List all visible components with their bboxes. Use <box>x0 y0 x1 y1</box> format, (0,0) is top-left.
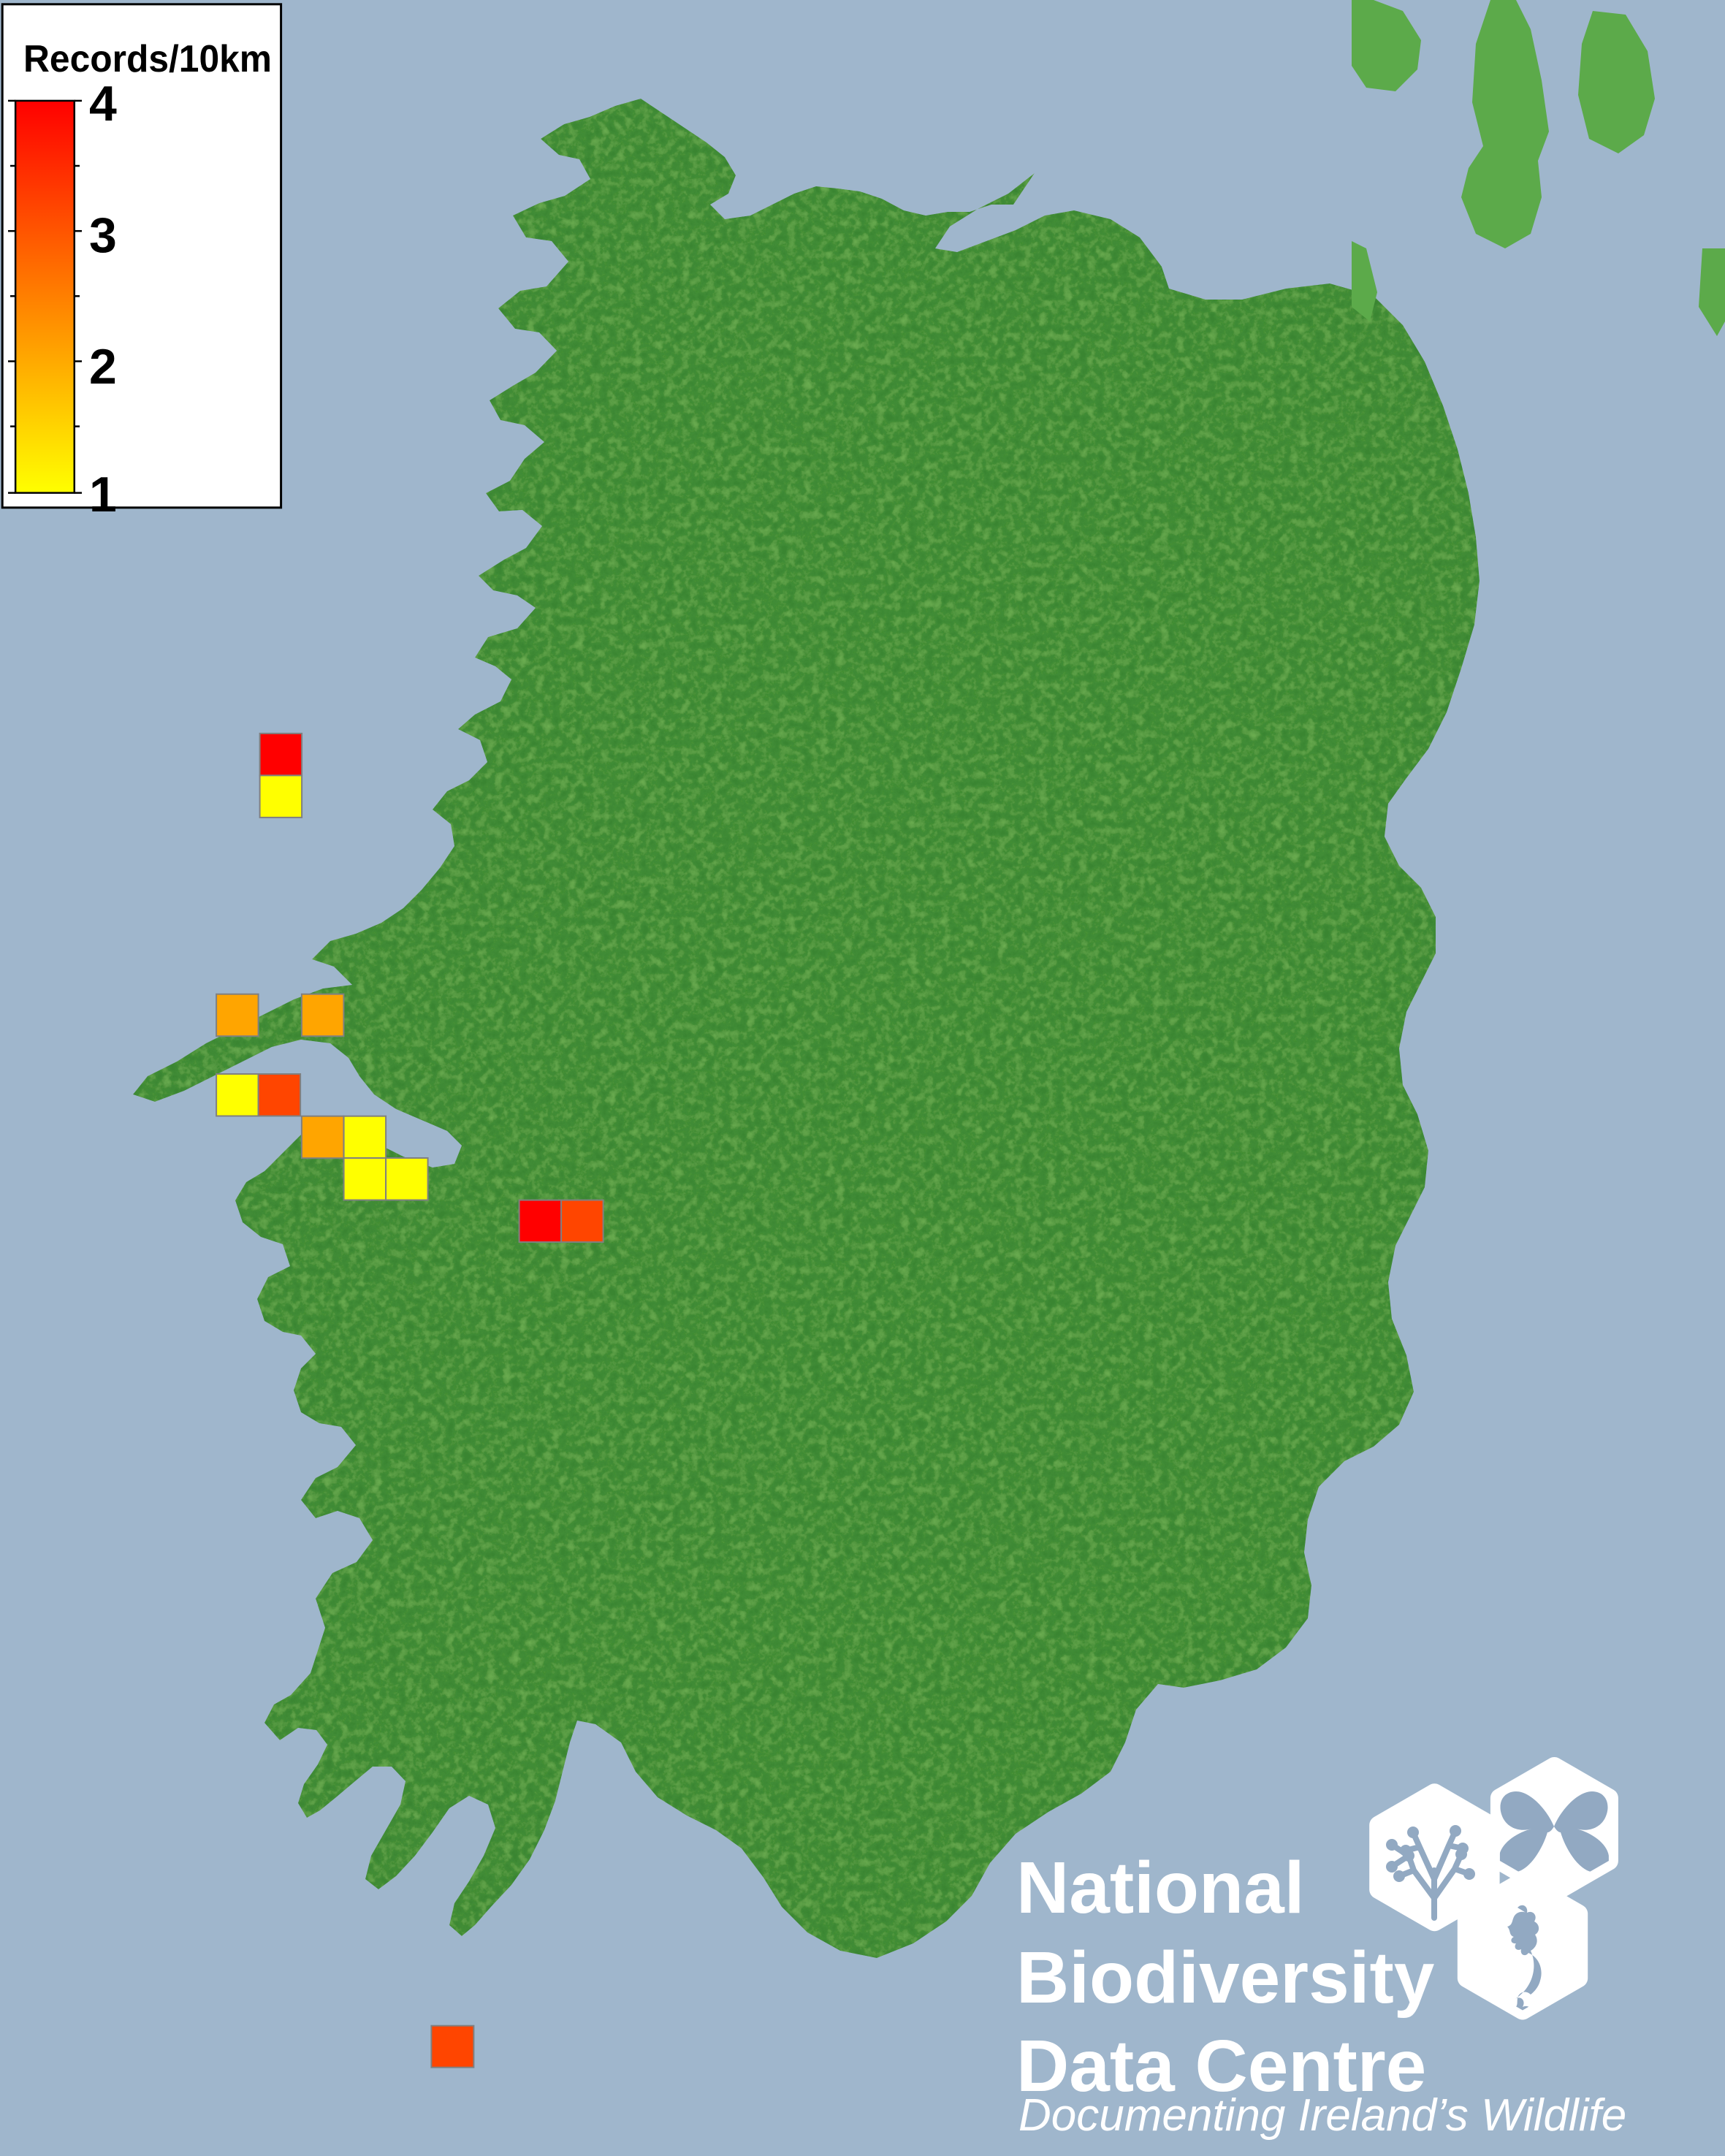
svg-text:1: 1 <box>89 467 117 522</box>
svg-text:3: 3 <box>89 207 117 263</box>
svg-text:2: 2 <box>89 339 117 395</box>
svg-text:Records/10km: Records/10km <box>23 38 272 80</box>
svg-text:Documenting Ireland’s Wildlife: Documenting Ireland’s Wildlife <box>1018 2090 1626 2141</box>
svg-text:Biodiversity: Biodiversity <box>1016 1937 1435 2019</box>
svg-text:4: 4 <box>89 76 117 132</box>
svg-text:National: National <box>1016 1847 1304 1929</box>
